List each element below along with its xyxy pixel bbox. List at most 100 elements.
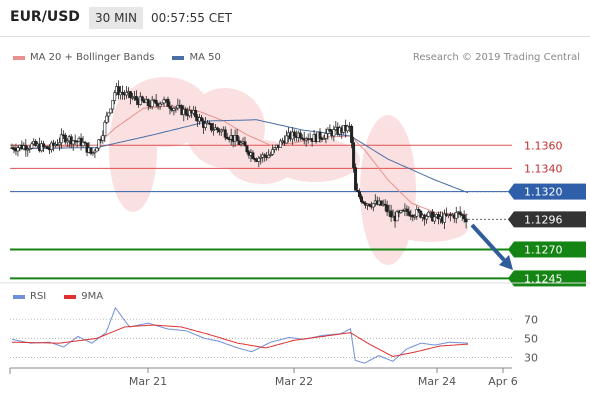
candle-body [200,117,204,122]
candle-body [97,139,101,149]
price-legend: MA 20 + Bollinger Bands MA 50 [13,52,221,63]
candle-body [385,204,389,213]
candle-body [168,106,172,109]
candle-body [251,152,255,159]
price-tag-bg-1-1296 [514,211,586,228]
candle-body [413,215,417,218]
candle-body [407,211,411,216]
candle-body [442,213,446,223]
candle-body [46,146,50,150]
candle-body [16,147,20,152]
candle-body [203,123,207,128]
x-tick-label: Mar 22 [275,375,313,388]
price-tag-1-1245: 1.1245 [524,272,563,285]
candle-body [63,134,67,143]
bollinger-band-segment [392,214,468,242]
candle-body [292,131,296,137]
price-tag-1-1270: 1.1270 [524,243,563,256]
candle-body [34,141,38,147]
bollinger-band-segment [270,138,360,182]
candle-body [95,147,99,152]
header-divider [0,36,590,37]
candle-body [105,115,109,123]
candle-body [59,134,63,144]
candle-body [354,167,358,191]
price-tag-bg-1-1320 [514,183,586,200]
candle-body [30,143,34,149]
candle-body [328,128,332,132]
candle-body [125,92,129,96]
price-tag-1-1360: 1.1360 [524,139,563,152]
candle-body [109,108,113,114]
instrument-pair: EUR/USD [10,9,80,25]
candle-body [237,140,241,145]
rsi-line [11,306,469,364]
ma9-legend-label: 9MA [81,291,104,302]
price-tag-pointer-1-1320 [508,183,514,200]
x-tick-label: Apr 6 [488,375,518,388]
candle-body [245,145,249,153]
x-tick-label: Mar 21 [129,375,167,388]
candle-body [160,102,164,105]
candle-body [71,140,75,145]
candle-body [415,209,419,217]
timeframe-button[interactable]: 30 MIN [89,7,143,29]
candle-body [433,216,437,222]
candle-body [359,196,363,203]
candle-body [263,154,267,157]
candle-body [253,158,257,161]
candle-body [91,152,95,154]
rsi-ma9-line [12,324,469,358]
rsi-legend-label: RSI [30,291,47,302]
rsi-legend: RSI 9MA [13,291,103,302]
candle-body [103,122,107,136]
ma50-legend-label: MA 50 [189,52,221,63]
candle-body [352,142,356,168]
rsi-legend-swatch [13,294,25,299]
candle-body [324,133,328,139]
candle-body [101,135,105,141]
candle-body [284,135,288,144]
candle-body [346,125,350,132]
candle-body [239,142,243,145]
candle-body [128,91,132,98]
price-tag-1-1296: 1.1296 [524,213,563,226]
candle-body [257,157,261,162]
chart-header: EUR/USD 30 MIN 00:57:55 CET [0,0,590,36]
candle-body [134,96,138,101]
candle-body [176,104,180,109]
price-tag-bg-1-1245 [514,270,586,287]
candle-body [356,189,360,192]
candle-body [146,99,150,107]
candle-body [395,211,399,222]
candlestick-series [10,80,468,230]
candle-body [194,110,198,118]
candle-body [40,143,44,152]
candle-body [184,108,188,115]
candle-body [235,135,239,142]
price-tag-bg-1-1270 [514,241,586,258]
ma9-legend-swatch [64,294,77,299]
candle-body [117,86,121,96]
candle-body [174,107,178,110]
candle-body [383,203,387,206]
candle-body [269,154,273,156]
candle-body [427,211,431,217]
candle-body [83,141,87,144]
forecast-arrow-head [499,255,513,270]
candle-body [89,147,93,154]
candle-body [458,211,462,215]
candle-body [57,142,61,146]
candle-body [259,157,263,159]
candle-body [332,129,336,137]
candle-body [322,138,326,140]
candle-body [431,211,435,222]
candle-body [154,99,158,104]
candle-body [243,141,247,147]
candle-body [350,125,354,143]
price-tag-1-1320: 1.1320 [524,186,563,199]
candle-body [81,141,85,147]
candle-body [209,123,213,131]
rsi-tick-50: 50 [524,332,538,345]
candle-body [417,209,421,212]
